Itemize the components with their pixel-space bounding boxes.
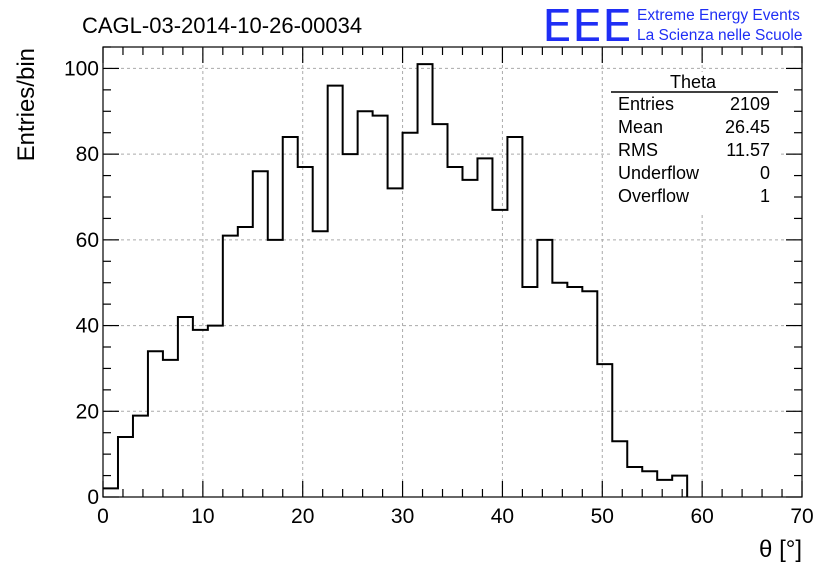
stats-box: Theta Entries 2109 Mean 26.45 RMS 11.57 … xyxy=(610,72,778,212)
histogram-bin xyxy=(567,287,582,497)
histogram-bin xyxy=(238,227,253,497)
histogram-bin xyxy=(433,124,448,497)
histogram-bin xyxy=(657,480,672,497)
histogram-bin xyxy=(223,236,238,497)
histogram-bin xyxy=(208,326,223,497)
x-tick-label: 10 xyxy=(191,505,214,528)
stats-label-entries: Entries xyxy=(618,94,674,114)
x-tick-label: 70 xyxy=(790,505,813,528)
histogram-bin xyxy=(388,188,403,497)
histogram-bin xyxy=(103,488,118,497)
histogram-bin xyxy=(193,330,208,497)
histogram-bin xyxy=(373,116,388,497)
stats-value-rms: 11.57 xyxy=(726,140,770,160)
histogram-bin xyxy=(328,86,343,497)
y-tick-label: 20 xyxy=(76,400,99,423)
stats-box-title: Theta xyxy=(670,72,717,92)
y-tick-label: 80 xyxy=(76,143,99,166)
axis-ticks xyxy=(102,46,803,498)
histogram-bin xyxy=(492,210,507,497)
plot-frame xyxy=(102,46,803,498)
y-tick-label: 100 xyxy=(64,57,99,80)
histogram-bin xyxy=(403,133,418,497)
histogram-bin xyxy=(597,364,612,497)
x-tick-label: 60 xyxy=(690,505,713,528)
stats-label-underflow: Underflow xyxy=(618,163,700,183)
x-tick-label: 40 xyxy=(491,505,514,528)
stats-box-background xyxy=(610,72,778,212)
histogram-outline xyxy=(103,63,689,497)
histogram-bin xyxy=(133,416,148,497)
logo-letters: EEE xyxy=(542,1,632,52)
stats-value-mean: 26.45 xyxy=(725,117,770,137)
histogram-bin xyxy=(148,351,163,497)
histogram-bin xyxy=(313,231,328,497)
histogram-bin xyxy=(163,360,178,497)
histogram-bin xyxy=(358,111,373,497)
stats-label-overflow: Overflow xyxy=(618,186,690,206)
x-tick-label: 20 xyxy=(291,505,314,528)
histogram-bin xyxy=(118,437,133,497)
y-axis-label: Entries/bin xyxy=(13,48,40,161)
histogram-bin xyxy=(283,137,298,497)
x-axis-label: θ [°] xyxy=(759,536,802,563)
stats-value-underflow: 0 xyxy=(760,163,770,183)
x-tick-label: 30 xyxy=(391,505,414,528)
histogram-bin xyxy=(477,158,492,497)
chart-title: CAGL-03-2014-10-26-00034 xyxy=(82,13,362,38)
histogram-bin xyxy=(268,240,283,497)
histogram-bin xyxy=(253,171,268,497)
histogram-bin xyxy=(507,137,522,497)
histogram-bin xyxy=(642,471,657,497)
histogram-bin xyxy=(672,476,687,497)
histogram-bin xyxy=(612,441,627,497)
stats-label-rms: RMS xyxy=(618,140,658,160)
histogram-bin xyxy=(178,317,193,497)
stats-value-entries: 2109 xyxy=(730,94,770,114)
y-tick-label: 40 xyxy=(76,315,99,338)
histogram-bin xyxy=(537,240,552,497)
histogram-bin xyxy=(552,283,567,497)
histogram-bars xyxy=(103,64,687,497)
x-tick-label: 0 xyxy=(97,505,109,528)
histogram-bin xyxy=(418,64,433,497)
histogram-bin xyxy=(522,287,537,497)
histogram-bin xyxy=(582,291,597,497)
histogram-bin xyxy=(462,180,477,497)
stats-label-mean: Mean xyxy=(618,117,663,137)
y-tick-label: 0 xyxy=(87,486,99,509)
histogram-bin xyxy=(298,167,313,497)
logo-line-2: La Scienza nelle Scuole xyxy=(637,27,802,44)
y-tick-label: 60 xyxy=(76,229,99,252)
logo-line-1: Extreme Energy Events xyxy=(637,7,800,24)
x-tick-label: 50 xyxy=(591,505,614,528)
stats-value-overflow: 1 xyxy=(760,186,770,206)
histogram-bin xyxy=(627,467,642,497)
histogram-bin xyxy=(448,167,463,497)
